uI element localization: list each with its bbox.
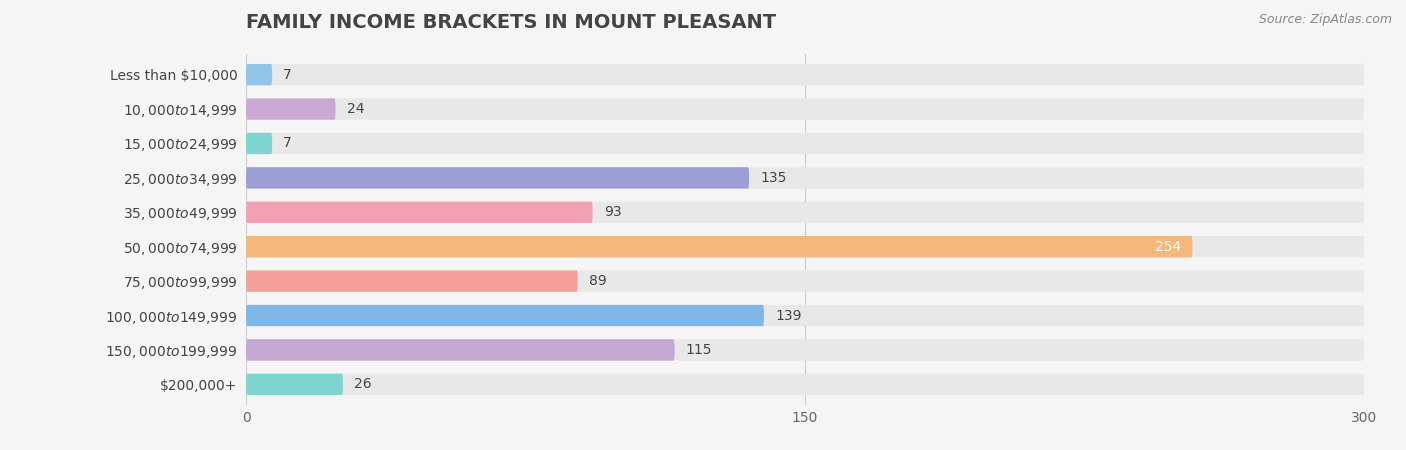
Text: 7: 7 bbox=[283, 68, 292, 81]
FancyBboxPatch shape bbox=[246, 99, 336, 120]
Text: 24: 24 bbox=[347, 102, 364, 116]
Text: 93: 93 bbox=[603, 205, 621, 219]
FancyBboxPatch shape bbox=[246, 133, 273, 154]
FancyBboxPatch shape bbox=[246, 270, 578, 292]
FancyBboxPatch shape bbox=[246, 374, 1364, 395]
FancyBboxPatch shape bbox=[246, 305, 1364, 326]
Text: Source: ZipAtlas.com: Source: ZipAtlas.com bbox=[1258, 14, 1392, 27]
FancyBboxPatch shape bbox=[246, 167, 749, 189]
FancyBboxPatch shape bbox=[246, 167, 1364, 189]
FancyBboxPatch shape bbox=[246, 99, 1364, 120]
Text: FAMILY INCOME BRACKETS IN MOUNT PLEASANT: FAMILY INCOME BRACKETS IN MOUNT PLEASANT bbox=[246, 14, 776, 32]
FancyBboxPatch shape bbox=[246, 64, 1364, 86]
Text: 115: 115 bbox=[686, 343, 713, 357]
FancyBboxPatch shape bbox=[246, 374, 343, 395]
Text: 89: 89 bbox=[589, 274, 606, 288]
Text: 135: 135 bbox=[761, 171, 786, 185]
Text: 26: 26 bbox=[354, 378, 371, 392]
FancyBboxPatch shape bbox=[246, 339, 1364, 360]
Text: 254: 254 bbox=[1154, 240, 1181, 254]
FancyBboxPatch shape bbox=[246, 236, 1364, 257]
Text: 7: 7 bbox=[283, 136, 292, 150]
FancyBboxPatch shape bbox=[246, 236, 1192, 257]
Text: 139: 139 bbox=[775, 309, 801, 323]
FancyBboxPatch shape bbox=[246, 202, 1364, 223]
FancyBboxPatch shape bbox=[246, 64, 273, 86]
FancyBboxPatch shape bbox=[246, 133, 1364, 154]
FancyBboxPatch shape bbox=[246, 202, 592, 223]
FancyBboxPatch shape bbox=[246, 305, 763, 326]
FancyBboxPatch shape bbox=[246, 339, 675, 360]
FancyBboxPatch shape bbox=[246, 270, 1364, 292]
